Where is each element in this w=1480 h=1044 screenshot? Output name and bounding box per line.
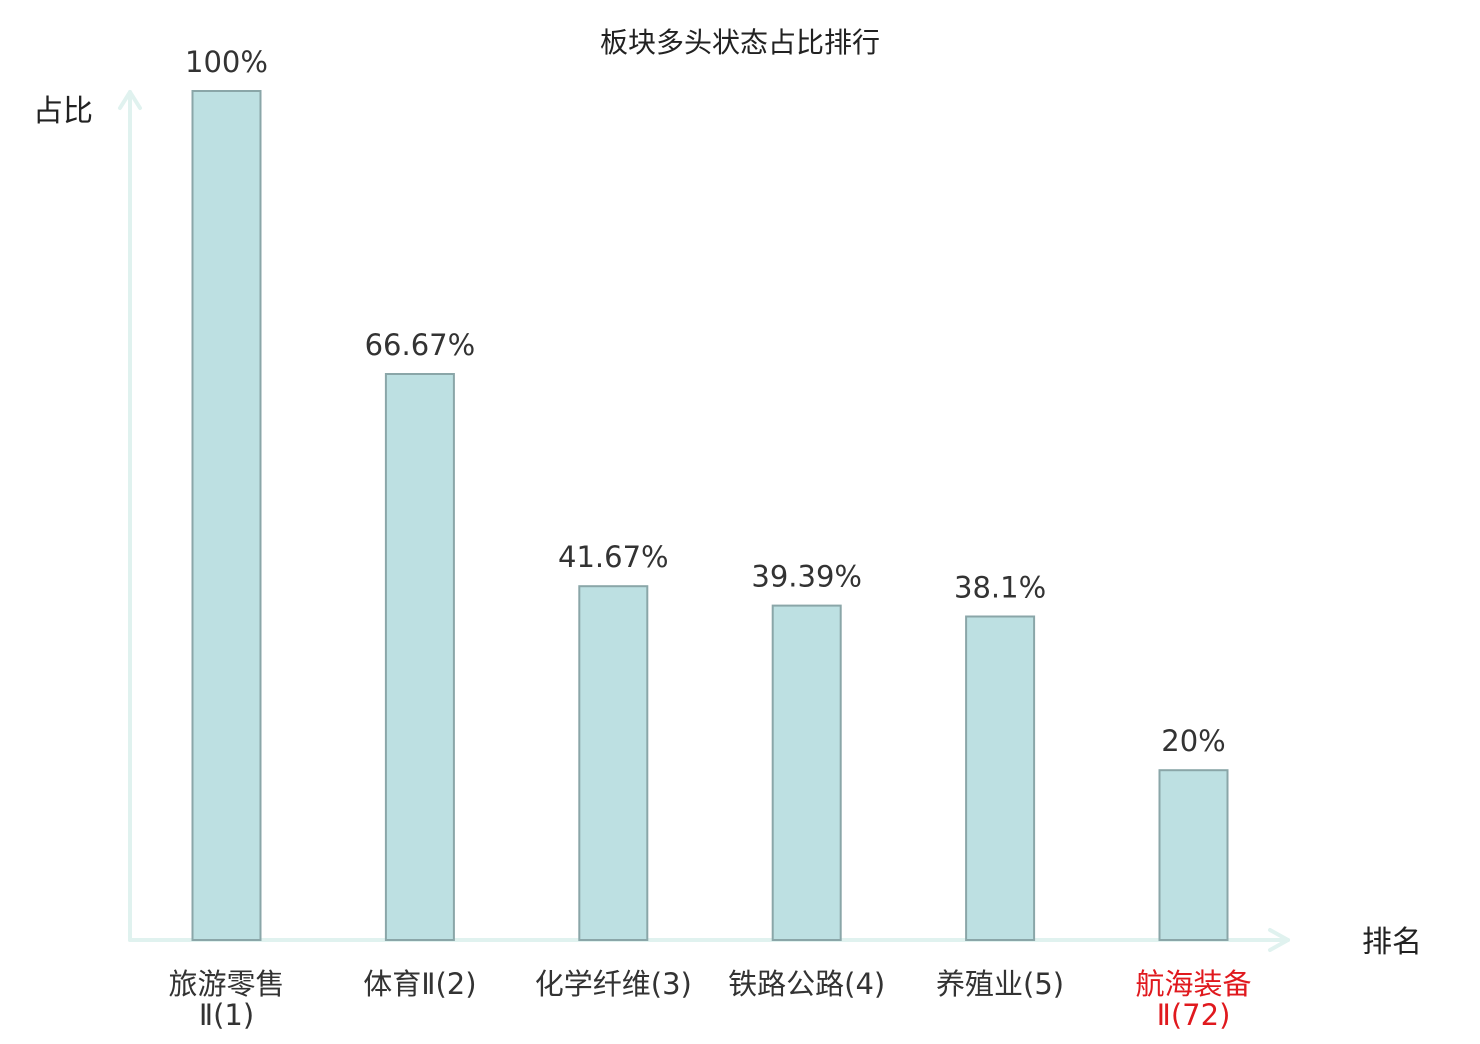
value-label: 66.67%	[365, 328, 476, 362]
category-label: 铁路公路(4)	[728, 967, 885, 1001]
category-labels-group: 旅游零售 Ⅱ(1)体育Ⅱ(2) 化学纤维(3) 铁路公路(4) 养殖业(5) 航海装备 Ⅱ(…	[168, 967, 1251, 1032]
value-label: 41.67%	[558, 540, 669, 574]
category-label-line: Ⅱ(1)	[199, 998, 254, 1032]
y-axis-arrow	[118, 90, 142, 110]
bar	[771, 604, 842, 941]
category-label-line: 航海装备	[1135, 967, 1251, 1001]
category-label: 化学纤维(3)	[535, 967, 692, 1001]
category-label-line: 化学纤维(3)	[535, 967, 692, 1001]
x-axis	[128, 928, 1290, 952]
bar	[384, 373, 455, 941]
value-label: 38.1%	[954, 571, 1046, 605]
x-axis-arrow	[1268, 928, 1290, 952]
category-label-line: Ⅱ(72)	[1157, 998, 1231, 1032]
chart-title: 板块多头状态占比排行	[600, 26, 880, 59]
bar	[1158, 769, 1229, 942]
bar	[578, 585, 649, 941]
category-label-line: 旅游零售	[168, 967, 284, 1001]
category-label: 养殖业(5)	[936, 967, 1064, 1001]
category-label: 航海装备 Ⅱ(72)	[1135, 967, 1251, 1032]
value-label: 20%	[1161, 724, 1225, 758]
value-labels-group: 100% 66.67% 41.67% 39.39% 38.1% 20%	[185, 45, 1226, 758]
bar	[965, 615, 1036, 941]
bar	[191, 90, 262, 941]
value-label: 100%	[185, 45, 268, 79]
y-axis	[118, 90, 142, 942]
category-label: 体育Ⅱ(2)	[363, 967, 476, 1001]
category-label-line: 体育Ⅱ(2)	[363, 967, 476, 1001]
category-label: 旅游零售 Ⅱ(1)	[168, 967, 284, 1032]
value-label: 39.39%	[751, 560, 862, 594]
category-label-line: 养殖业(5)	[936, 967, 1064, 1001]
category-label-line: 铁路公路(4)	[728, 967, 885, 1001]
x-axis-label: 排名	[1362, 925, 1422, 960]
bars-group	[191, 90, 1229, 942]
y-axis-label: 占比	[33, 94, 93, 129]
